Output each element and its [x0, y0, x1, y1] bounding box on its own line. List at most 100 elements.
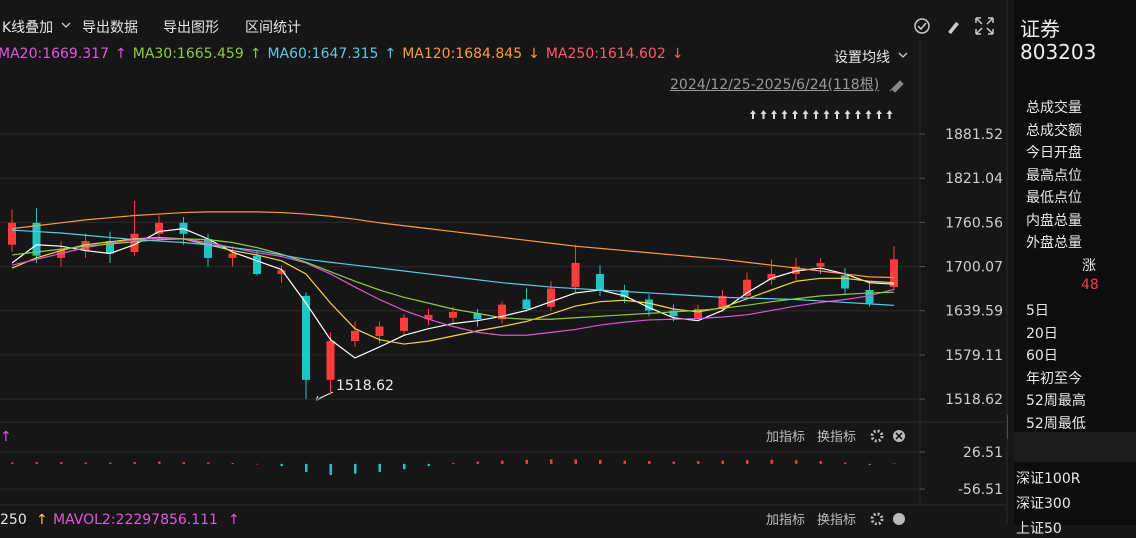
ma-line [11, 238, 895, 320]
indicator-bar [280, 463, 283, 467]
indicator-bar [305, 463, 308, 472]
separator [1014, 432, 1136, 462]
scrollbar [1006, 0, 1008, 525]
indicator-bar [158, 461, 161, 464]
indicator-bar [550, 459, 553, 464]
indicator-bar [427, 463, 430, 467]
indicator-bar [84, 462, 87, 464]
indicator-bar [452, 462, 455, 464]
y-tick-label: 1639.59 [945, 304, 1003, 320]
menu-range-stats[interactable]: 区间统计 [245, 20, 301, 36]
signal-arrows [750, 110, 893, 119]
chart: 1518.62 ↑ 加指标 换指标 250 ↑ MAVOL2:22297856.… [0, 0, 1008, 525]
candle-body [32, 222, 41, 256]
indicator-bar [60, 462, 63, 464]
menu-kline-overlay[interactable]: K线叠加 [2, 20, 54, 36]
icon-fullscreen[interactable] [975, 17, 994, 35]
ma-settings[interactable]: 设置均线 [834, 50, 890, 66]
icon-pin[interactable] [889, 80, 904, 93]
icon-close[interactable] [893, 513, 905, 525]
icon-check[interactable] [914, 18, 930, 34]
period-label: 5日 [1026, 303, 1049, 319]
index-item[interactable]: 深证300 [1016, 496, 1071, 512]
indicator-bar [329, 463, 332, 476]
signal-arrow [781, 110, 788, 119]
signal-arrow [876, 110, 882, 119]
indicator-bar [574, 459, 577, 464]
ma-legend-arrow: ↓ [528, 46, 540, 62]
indicator-bar [11, 462, 14, 464]
scroll-thumb[interactable] [1007, 415, 1008, 439]
signal-arrow [813, 110, 819, 119]
candle-body [253, 255, 261, 274]
y-tick-label: 1760.56 [945, 215, 1003, 231]
ma-legend-arrow: ↑ [384, 46, 397, 62]
candle-body [228, 253, 237, 258]
candle-body [8, 222, 16, 245]
indicator-bar [35, 462, 38, 464]
ma-legend: MA20:1669.317 ↑ MA30:1665.459 ↑ MA60:1647.31… [0, 46, 683, 62]
field-label: 外盘总量 [1026, 235, 1082, 251]
ma-line [11, 228, 895, 359]
y-tick-label: 1881.52 [945, 127, 1003, 143]
add-indicator[interactable]: 加指标 [766, 430, 805, 445]
candle-body [473, 313, 482, 320]
menu-export-data[interactable]: 导出数据 [82, 20, 138, 36]
candle-body [620, 290, 629, 298]
candle-body [351, 330, 359, 342]
indicator-bar [672, 461, 675, 464]
candle-body [841, 275, 849, 289]
settings-chevron [898, 52, 908, 58]
indicator-bar [844, 462, 847, 464]
candle-body [155, 222, 163, 234]
candle-body [718, 295, 727, 309]
change-indicator[interactable]: 换指标 [817, 430, 856, 445]
indicator-bar [599, 459, 602, 464]
menu-export-image[interactable]: 导出图形 [163, 20, 219, 36]
sidebar-title: 证券 [1020, 17, 1060, 41]
icon-brush[interactable] [948, 22, 959, 34]
ma-line [11, 211, 895, 279]
candle-body [424, 314, 433, 320]
indicator-bar [403, 463, 406, 470]
field-label: 内盘总量 [1026, 212, 1082, 229]
signal-arrow [771, 110, 777, 119]
add-indicator[interactable]: 加指标 [766, 513, 805, 525]
period-label: 52周最高 [1026, 393, 1086, 409]
ma-legend-text: MA30:1665.459 [132, 46, 244, 62]
indicator-bar [182, 462, 185, 464]
candle-body [106, 241, 114, 254]
candle-body [130, 233, 139, 253]
period-label: 20日 [1026, 325, 1058, 342]
change-indicator[interactable]: 换指标 [817, 513, 856, 525]
index-item[interactable]: 上证50 [1016, 521, 1062, 537]
range-label: 2024/12/25-2025/6/24(118根) [670, 77, 880, 93]
field-label: 总成交量 [1026, 100, 1082, 116]
icon-gear[interactable] [870, 429, 884, 443]
candle-body [694, 308, 702, 318]
signal-arrow [834, 110, 840, 119]
candle-body [669, 310, 678, 317]
signal-arrow [823, 110, 830, 119]
period-label: 年初至今 [1026, 370, 1082, 387]
candle-body [865, 290, 874, 304]
candle-body [375, 326, 384, 337]
candle-body [326, 341, 335, 380]
candle-body [400, 317, 408, 331]
indicator-bar [378, 463, 381, 472]
candle-body [792, 266, 800, 274]
icon-gear[interactable] [870, 512, 884, 525]
index-item[interactable]: 深证100R [1016, 471, 1081, 487]
ma-legend-text: MA20:1669.317 [0, 46, 109, 62]
ma-line [11, 236, 895, 345]
candle-body [498, 304, 506, 320]
ma-line [11, 237, 895, 336]
indicator-bar [868, 463, 871, 465]
indicator-bar [476, 461, 479, 464]
vol-mavol2: MAVOL2:22297856.111 [53, 512, 218, 525]
ma-legend-text: MA120:1684.845 [402, 46, 523, 62]
indicator-bar [648, 461, 651, 464]
candle-body [645, 299, 653, 311]
